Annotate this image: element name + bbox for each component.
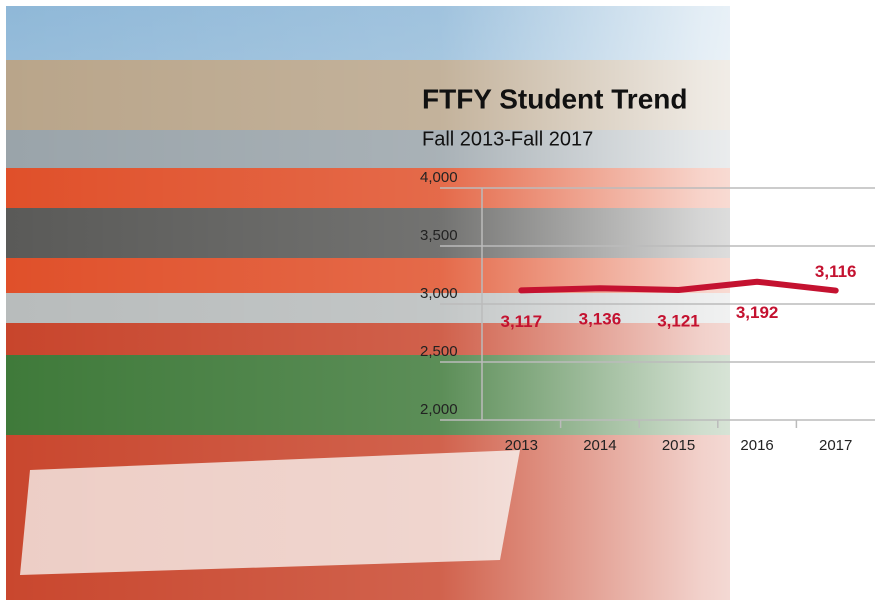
chart-subtitle: Fall 2013-Fall 2017 [422,128,593,150]
y-tick-label: 3,500 [420,227,458,244]
x-tick-label: 2016 [740,437,773,454]
chart-title: FTFY Student Trend [422,83,687,114]
data-label: 3,192 [736,303,779,322]
data-label: 3,117 [500,312,542,331]
data-label: 3,121 [657,311,700,330]
y-tick-label: 3,000 [420,285,458,302]
data-line [518,278,839,294]
x-tick-label: 2015 [662,437,695,454]
x-tick-label: 2013 [505,437,538,454]
data-label: 3,116 [815,262,857,281]
x-tick-label: 2014 [583,437,616,454]
background-photo [6,6,875,600]
x-tick-label: 2017 [819,437,852,454]
y-tick-label: 2,500 [420,343,458,360]
y-tick-label: 2,000 [420,401,458,418]
data-label: 3,136 [579,310,622,329]
y-tick-label: 4,000 [420,169,458,186]
